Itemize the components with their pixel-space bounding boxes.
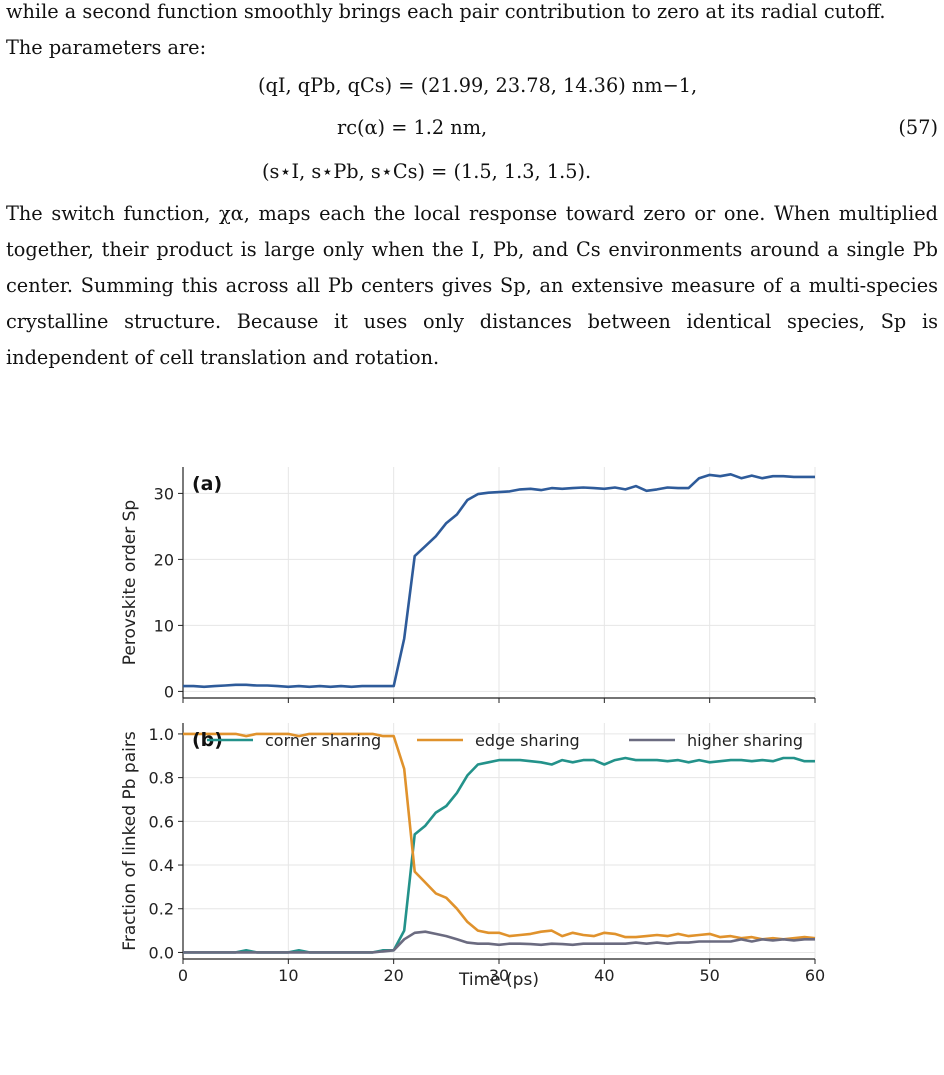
series-line-b-1 (183, 732, 816, 941)
y-tick-label-a: 20 (154, 550, 174, 569)
y-axis-label-b: Fraction of linked Pb pairs (120, 731, 140, 951)
y-tick-label-b: 0.2 (149, 900, 174, 919)
y-tick-label-b: 0.8 (149, 769, 174, 788)
y-tick-label-a: 10 (154, 616, 174, 635)
y-tick-label-b: 0.4 (149, 856, 174, 875)
text-line-2: The parameters are: (6, 36, 207, 59)
y-tick-label-a: 30 (154, 484, 174, 503)
series-line-a-0 (183, 473, 815, 689)
y-tick-label-b: 1.0 (149, 725, 174, 744)
x-tick-label: 20 (383, 966, 403, 985)
x-axis-label: Time (ps) (458, 970, 539, 990)
y-tick-label-a: 0 (164, 682, 174, 701)
paragraph-intro: while a second function smoothly brings … (6, 0, 938, 66)
x-tick-label: 30 (489, 966, 509, 985)
y-tick-label-b: 0.6 (149, 812, 174, 831)
equation-number: (57) (898, 116, 938, 139)
legend-label-2: higher sharing (687, 731, 803, 750)
legend-label-0: corner sharing (265, 731, 381, 750)
x-tick-label: 0 (178, 966, 188, 985)
legend-label-1: edge sharing (475, 731, 580, 750)
figure-perovskite-order: 0 10 20 30 (a) Perovskite order Sp 0 10 20 30 40 50… (120, 467, 825, 990)
series-line-b-2 (183, 930, 815, 954)
y-axis-label-a: Perovskite order Sp (120, 500, 140, 665)
y-tick-label-b: 0.0 (149, 943, 174, 962)
x-tick-label: 60 (805, 966, 825, 985)
equation-line-2: rc(α) = 1.2 nm, (337, 116, 488, 139)
equation-line-1: (qI, qPb, qCs) = (21.99, 23.78, 14.36) n… (258, 74, 698, 97)
x-tick-label: 10 (278, 966, 298, 985)
x-tick-label: 50 (699, 966, 719, 985)
x-tick-label: 40 (594, 966, 614, 985)
equation-line-3: (s⋆I, s⋆Pb, s⋆Cs) = (1.5, 1.3, 1.5). (262, 160, 592, 183)
paragraph-switch-function: The switch function, χα, maps each the l… (6, 202, 938, 369)
text-line-1: while a second function smoothly brings … (6, 0, 886, 23)
panel-label-a: (a) (192, 473, 222, 495)
